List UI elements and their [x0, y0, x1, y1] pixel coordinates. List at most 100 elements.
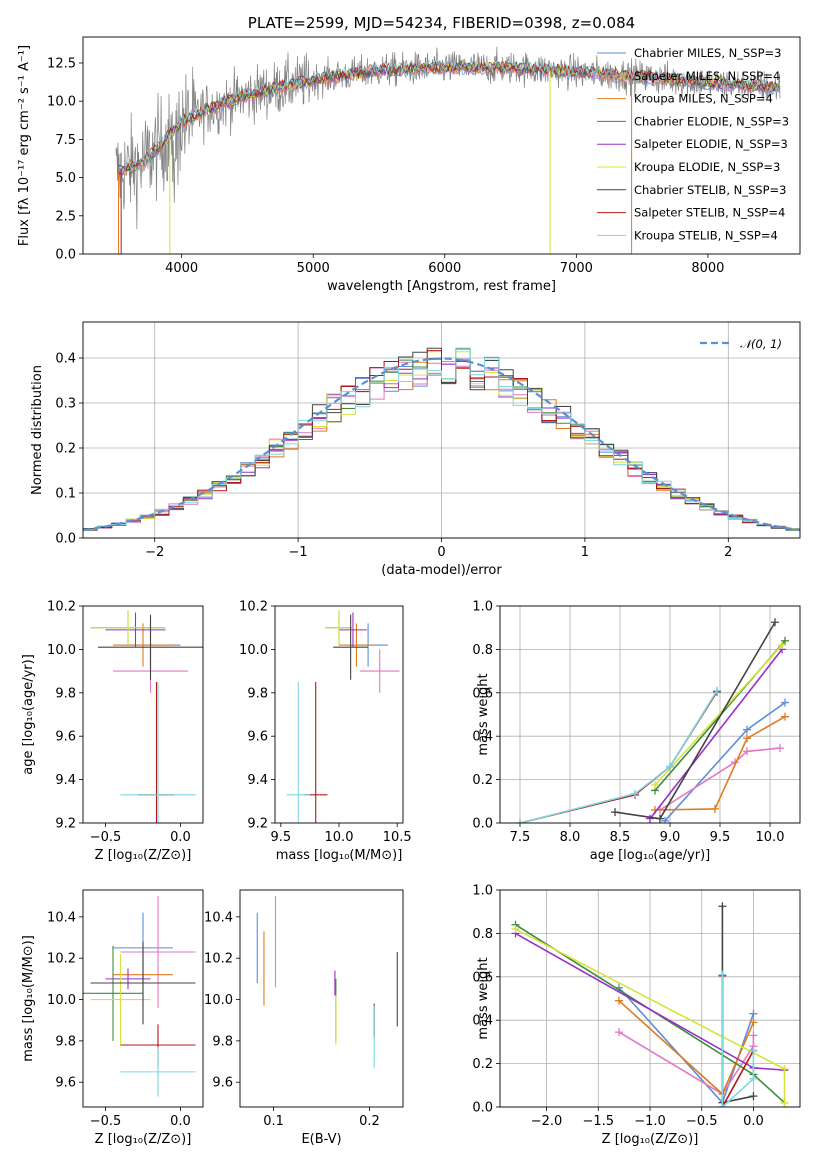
series-line-chabrier_miles — [664, 701, 786, 822]
marker-salpeter_elodie — [646, 814, 654, 823]
x-axis-label: wavelength [Angstrom, rest frame] — [327, 279, 556, 294]
axes-frame — [82, 36, 801, 255]
x-axis-label: mass [log₁₀(M/M⊙)] — [276, 848, 403, 863]
y-tick-label: 0.3 — [55, 397, 76, 412]
panel-mass_weight_vs_Z: −2.0 −1.5 −1.0 −0.5 0.0 0.0 0.2 0.4 0.6 0.8 1.0 Z [… — [472, 884, 801, 1147]
histogram-salpeter_stelib — [83, 350, 800, 531]
legend-label: Kroupa MILES, N_SSP=4 — [634, 92, 773, 106]
marker-kroupa_stelib — [718, 970, 727, 979]
y-tick-label: 9.6 — [55, 730, 76, 745]
marker-chabrier_miles — [749, 1009, 758, 1018]
marker-kroupa_miles — [781, 712, 789, 721]
plot-area-age_vs_mass — [286, 610, 400, 823]
legend-label: Salpeter STELIB, N_SSP=4 — [634, 206, 785, 220]
marker-chabrier_miles — [781, 698, 789, 707]
marker-kroupa_stelib — [718, 1103, 727, 1107]
legend-label: Chabrier ELODIE, N_SSP=3 — [634, 114, 789, 128]
y-tick-label: 9.6 — [55, 1076, 76, 1091]
panel-mass_vs_EBV: 0.1 0.2 9.6 9.8 10.0 10.2 10.4 E(B-V) — [204, 889, 404, 1147]
y-tick-label: 9.8 — [55, 686, 76, 701]
panel-mass_vs_Z: −0.5 0.0 9.6 9.8 10.0 10.2 10.4 Z [log₁₀(Z/Z⊙)]… — [21, 889, 204, 1147]
legend-label: Kroupa ELODIE, N_SSP=3 — [634, 160, 780, 174]
legend-label: Salpeter MILES, N_SSP=4 — [634, 69, 780, 83]
x-tick-label: 6000 — [428, 261, 461, 276]
y-tick-label: 7.5 — [55, 133, 76, 148]
marker-kroupa_stelib — [749, 1046, 758, 1055]
y-tick-label: 9.8 — [55, 1034, 76, 1049]
x-axis-label: (data-model)/error — [381, 563, 502, 578]
y-tick-label: 10.0 — [239, 643, 268, 658]
plot-area-age_vs_Z — [90, 610, 203, 823]
marker-chabrier_miles — [661, 816, 669, 823]
x-axis-label: Z [log₁₀(Z/Z⊙)] — [95, 848, 192, 863]
marker-salpeter_miles — [776, 744, 784, 753]
x-tick-label: 10.0 — [325, 830, 354, 845]
y-tick-label: 9.6 — [247, 730, 268, 745]
y-axis-label: Flux [fλ 10⁻¹⁷ erg cm⁻² s⁻¹ A⁻¹] — [17, 45, 32, 246]
y-tick-label: 0.8 — [472, 927, 493, 942]
x-tick-label: −1 — [289, 545, 308, 560]
axes-frame — [499, 605, 801, 824]
y-tick-label: 0.1 — [55, 487, 76, 502]
series-line-salpeter_elodie — [649, 648, 783, 820]
x-tick-label: 0.0 — [170, 830, 191, 845]
marker-kroupa_stelib — [631, 789, 639, 798]
series-line-kroupa_stelib — [721, 974, 755, 1107]
marker-chabrier_stelib — [611, 808, 619, 817]
axes-frame — [274, 605, 404, 824]
marker-kroupa_elodie — [780, 1065, 789, 1074]
y-axis-label: Normed distribution — [30, 365, 45, 495]
x-tick-label: 4000 — [165, 261, 198, 276]
marker-salpeter_miles — [743, 747, 751, 756]
x-tick-label: 0.0 — [743, 1114, 764, 1129]
x-tick-label: 10.0 — [756, 830, 785, 845]
y-tick-label: 0.0 — [55, 532, 76, 547]
x-tick-label: 7000 — [560, 261, 593, 276]
plot-area-mass_weight_vs_Z — [511, 902, 789, 1107]
y-tick-label: 9.4 — [55, 773, 76, 788]
y-tick-label: 10.4 — [204, 910, 233, 925]
plot-area-spectrum — [115, 46, 781, 254]
y-axis-label: mass [log₁₀(M/M⊙)] — [21, 935, 36, 1062]
x-tick-label: 0 — [437, 545, 445, 560]
y-tick-label: 9.6 — [212, 1076, 233, 1091]
histogram-kroupa_stelib — [83, 347, 800, 530]
marker-kroupa_elodie — [778, 641, 786, 650]
y-tick-label: 10.0 — [47, 643, 76, 658]
x-tick-label: 9.5 — [270, 830, 291, 845]
y-tick-label: 10.0 — [47, 95, 76, 110]
y-tick-label: 0.8 — [472, 643, 493, 658]
axes-frame — [239, 889, 404, 1108]
y-tick-label: 9.2 — [55, 817, 76, 832]
panel-mass_weight_vs_age: 7.5 8.0 8.5 9.0 9.5 10.0 0.0 0.2 0.4 0.6 0.8 1.0 age… — [472, 600, 801, 863]
y-tick-label: 0.0 — [472, 817, 493, 832]
x-axis-label: age [log₁₀(age/yr)] — [590, 848, 711, 863]
series-line-kroupa_miles — [654, 716, 786, 811]
x-tick-label: 8.5 — [610, 830, 631, 845]
y-axis-label: mass weight — [476, 957, 491, 1039]
marker-kroupa_stelib — [713, 686, 721, 695]
plot-area-residuals — [83, 347, 800, 532]
series-line-chabrier_stelib — [721, 906, 754, 1104]
legend-label: Chabrier STELIB, N_SSP=3 — [634, 183, 786, 197]
marker-kroupa_stelib — [749, 1074, 758, 1083]
y-tick-label: 0.6 — [472, 686, 493, 701]
y-tick-label: 9.4 — [247, 773, 268, 788]
y-tick-label: 0.6 — [472, 970, 493, 985]
marker-chabrier_miles — [743, 725, 751, 734]
marker-salpeter_miles — [749, 1031, 758, 1040]
y-tick-label: 1.0 — [472, 600, 493, 615]
series-line-chabrier_stelib — [614, 621, 776, 820]
plot-area-mass_weight_vs_age — [516, 618, 789, 823]
x-tick-label: −1.5 — [582, 1114, 614, 1129]
x-axis-label: Z [log₁₀(Z/Z⊙)] — [602, 1132, 699, 1147]
y-tick-label: 9.8 — [247, 686, 268, 701]
model-line-kroupa_stelib — [118, 58, 781, 175]
legend-label: Salpeter ELODIE, N_SSP=3 — [634, 137, 788, 151]
y-axis-label: age [log₁₀(age/yr)] — [21, 654, 36, 775]
series-line-kroupa_miles — [618, 1000, 755, 1096]
series-line-kroupa_stelib — [519, 690, 718, 823]
panel-age_vs_Z: −0.5 0.0 9.2 9.4 9.6 9.8 10.0 10.2 Z [log₁₀(Z/Z⊙… — [21, 600, 204, 863]
x-tick-label: −0.5 — [90, 830, 122, 845]
plot-area-mass_vs_Z — [83, 896, 196, 1097]
